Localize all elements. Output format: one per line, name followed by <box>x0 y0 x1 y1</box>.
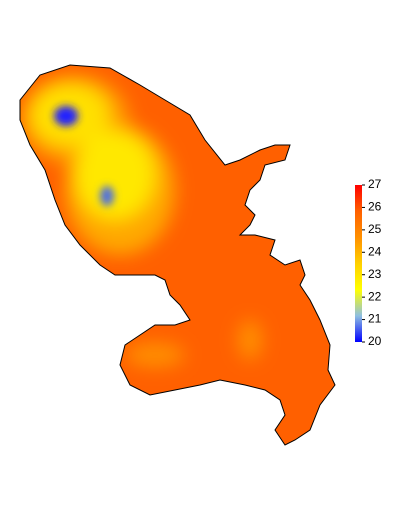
colorbar-tick-label: 21 <box>368 312 382 326</box>
colorbar <box>355 185 362 342</box>
colorbar-tick-label: 23 <box>368 267 382 281</box>
zone-cold <box>54 106 78 126</box>
colorbar-tick-label: 25 <box>368 222 382 236</box>
zone-warm <box>125 343 185 367</box>
colorbar-tick-label: 22 <box>368 289 382 303</box>
colorbar-tick-label: 24 <box>368 244 382 258</box>
raster-cold <box>54 106 114 206</box>
colorbar-tick-label: 20 <box>368 334 382 348</box>
zone-mild <box>75 130 155 220</box>
colorbar-tick-label: 27 <box>368 177 382 191</box>
zone-warm <box>238 320 262 360</box>
colorbar-tick-label: 26 <box>368 200 382 214</box>
zone-cold <box>100 186 114 206</box>
